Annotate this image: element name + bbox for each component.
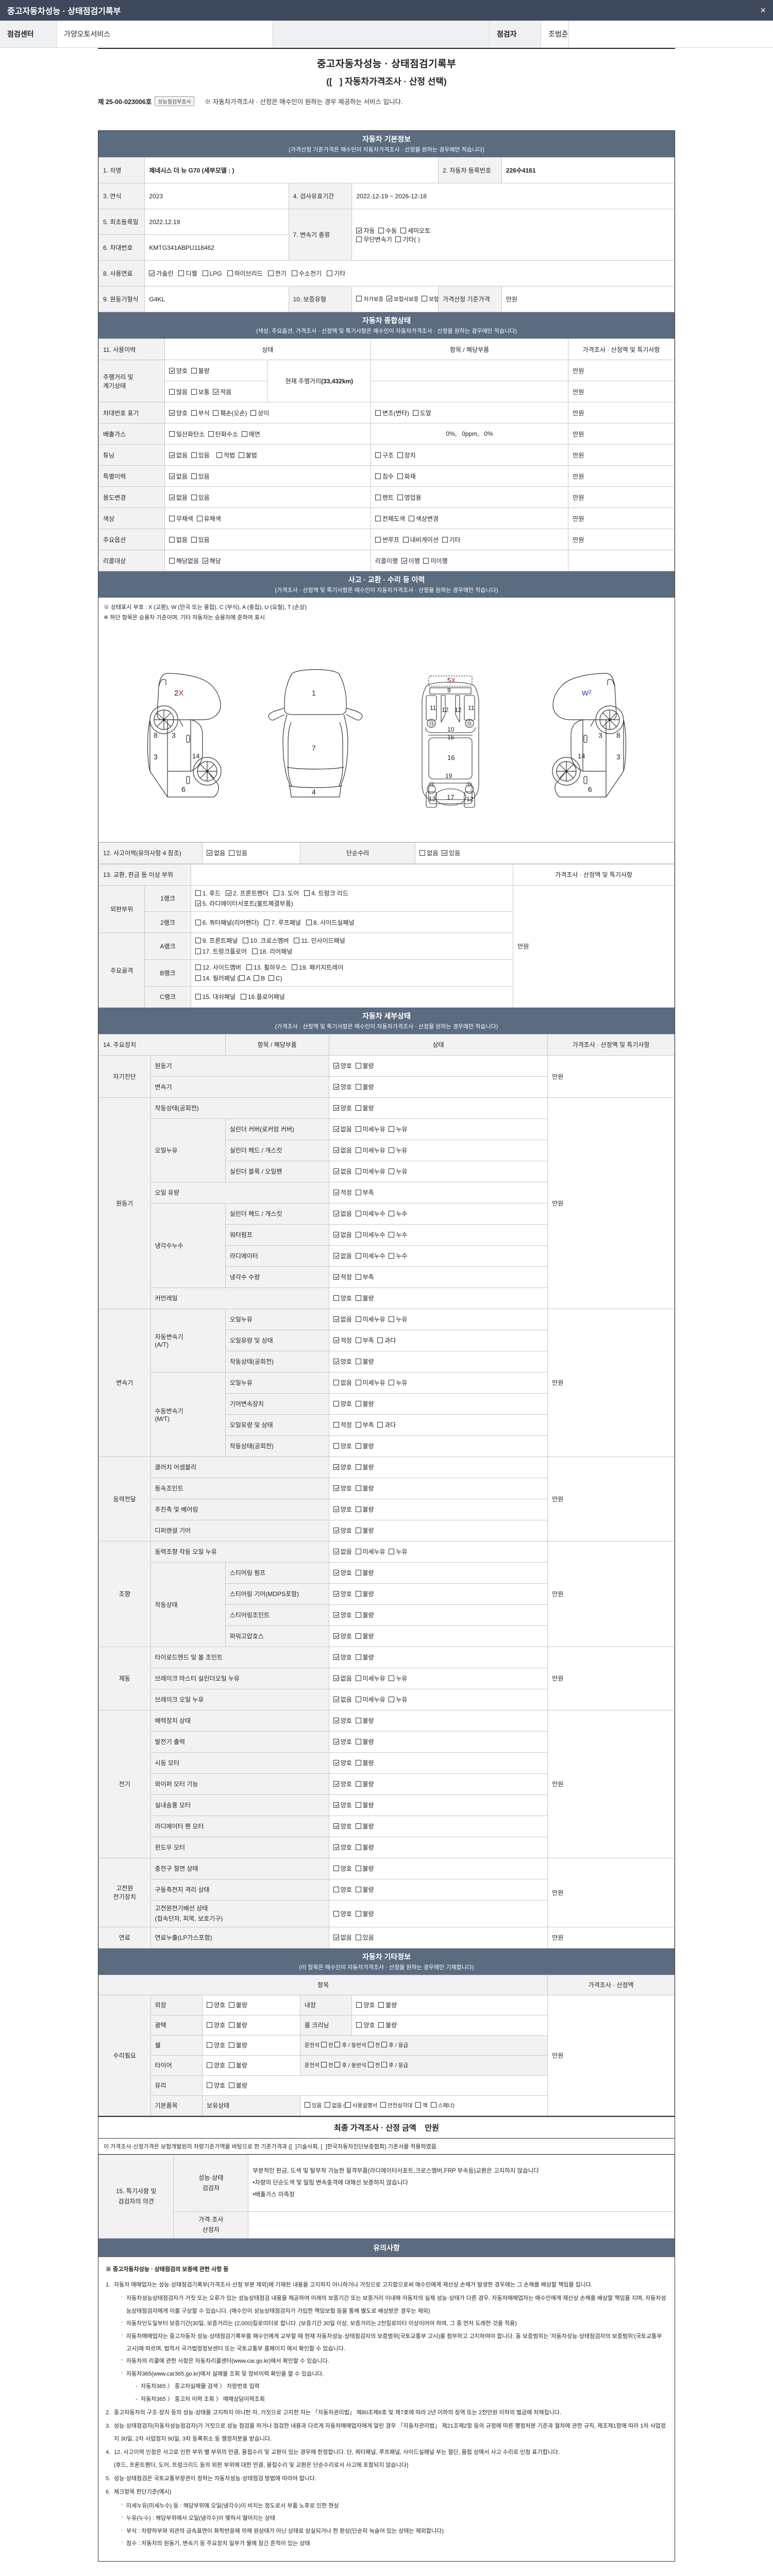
svg-text:12: 12 xyxy=(455,706,462,714)
svg-text:1: 1 xyxy=(312,689,316,697)
svg-text:9: 9 xyxy=(447,687,451,694)
svg-text:12: 12 xyxy=(442,706,449,714)
svg-text:3: 3 xyxy=(172,731,176,739)
svg-text:12: 12 xyxy=(466,795,474,803)
svg-text:14: 14 xyxy=(578,752,585,760)
svg-text:⑬: ⑬ xyxy=(429,721,434,727)
svg-text:⑬: ⑬ xyxy=(466,721,472,727)
svg-text:2X: 2X xyxy=(174,689,183,698)
svg-text:10: 10 xyxy=(447,726,455,733)
svg-text:6: 6 xyxy=(181,785,186,793)
svg-text:3: 3 xyxy=(616,753,620,761)
svg-text:6: 6 xyxy=(588,785,592,793)
svg-text:5X: 5X xyxy=(447,676,456,684)
svg-text:17: 17 xyxy=(447,793,454,801)
svg-text:15: 15 xyxy=(447,734,455,741)
svg-text:14: 14 xyxy=(192,752,199,760)
svg-text:16: 16 xyxy=(447,754,455,761)
svg-text:3: 3 xyxy=(154,753,158,761)
svg-text:⑬: ⑬ xyxy=(466,782,472,788)
svg-text:3: 3 xyxy=(598,731,602,739)
svg-text:8: 8 xyxy=(616,731,620,739)
svg-text:⑬: ⑬ xyxy=(429,782,434,788)
svg-text:11: 11 xyxy=(430,704,436,711)
svg-text:12: 12 xyxy=(429,795,436,803)
svg-text:4: 4 xyxy=(312,788,316,796)
svg-text:11: 11 xyxy=(468,704,475,711)
svg-text:19: 19 xyxy=(445,772,452,779)
svg-text:7: 7 xyxy=(312,744,316,752)
svg-text:W2: W2 xyxy=(582,689,592,697)
svg-text:8: 8 xyxy=(154,731,158,739)
